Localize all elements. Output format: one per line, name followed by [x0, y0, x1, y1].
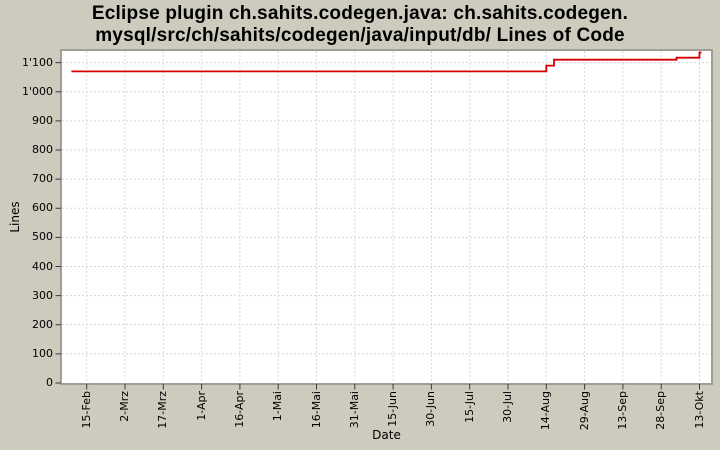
y-tick-label: 200: [32, 317, 53, 331]
y-tick-label: 800: [32, 143, 53, 157]
chart-title-line2: mysql/src/ch/sahits/codegen/java/input/d…: [95, 25, 625, 46]
x-tick-label: 16-Apr: [232, 391, 246, 428]
chart-title-line1: Eclipse plugin ch.sahits.codegen.java: c…: [91, 3, 629, 24]
x-tick-label: 15-Jul: [462, 391, 476, 423]
x-tick-label: 13-Sep: [615, 391, 629, 430]
x-tick-label: 14-Aug: [539, 391, 553, 431]
y-tick-label: 900: [32, 113, 53, 127]
y-tick-label: 1'000: [21, 84, 53, 98]
x-tick-label: 30-Jun: [424, 391, 438, 427]
y-axis-title: Lines: [8, 201, 22, 233]
y-tick-label: 500: [32, 230, 53, 244]
y-tick-label: 100: [32, 346, 53, 360]
x-tick-label: 13-Okt: [692, 391, 706, 429]
x-tick-label: 1-Apr: [194, 391, 208, 421]
x-tick-label: 29-Aug: [577, 391, 591, 431]
y-tick-label: 400: [32, 259, 53, 273]
x-axis-title: Date: [372, 428, 401, 442]
y-tick-label: 600: [32, 201, 53, 215]
y-tick-label: 1'100: [21, 55, 53, 69]
x-tick-label: 15-Feb: [79, 391, 93, 429]
x-tick-label: 17-Mrz: [156, 391, 170, 429]
y-tick-label: 0: [46, 376, 53, 389]
series-line: [71, 51, 702, 73]
y-tick-label: 700: [32, 172, 53, 186]
x-tick-label: 31-Mai: [347, 391, 361, 429]
plot-border: [60, 49, 713, 385]
chart-title: Eclipse plugin ch.sahits.codegen.java: c…: [0, 3, 720, 47]
x-tick-label: 30-Jul: [501, 391, 514, 423]
x-tick-label: 2-Mrz: [118, 391, 131, 422]
x-tick-label: 15-Jun: [386, 391, 400, 427]
x-tick-label: 28-Sep: [654, 391, 668, 430]
x-tick-label: 1-Mai: [271, 391, 285, 422]
y-tick-label: 300: [32, 288, 53, 302]
x-tick-label: 16-Mai: [309, 391, 323, 429]
plot-area: [62, 51, 711, 383]
